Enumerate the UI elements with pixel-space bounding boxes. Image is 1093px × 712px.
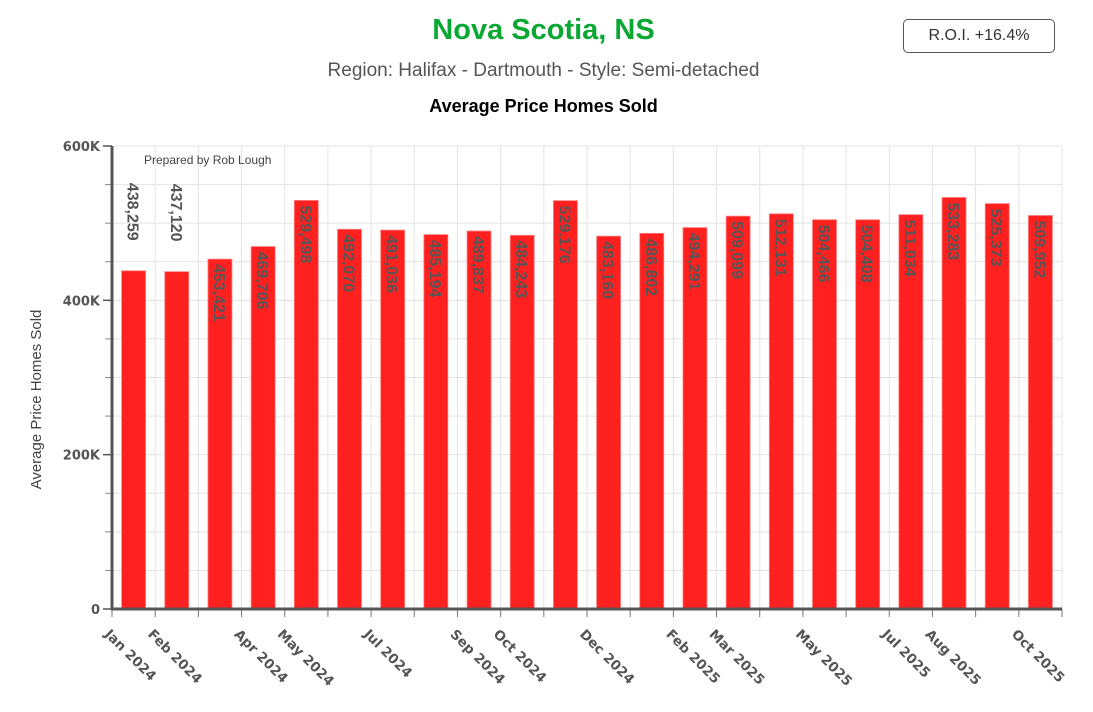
page-title: Nova Scotia, NS: [432, 14, 655, 46]
bar-value-label: 512,131: [771, 219, 788, 277]
bar-value-label: 529,498: [296, 205, 313, 263]
y-tick-label: 0: [91, 603, 100, 618]
x-tick-label: Dec 2024: [576, 627, 637, 688]
bar: [423, 234, 449, 610]
bar: [1028, 215, 1053, 610]
bar-value-label: 438,259: [124, 183, 141, 241]
y-tick-label: 200K: [63, 449, 101, 464]
bar: [639, 232, 665, 610]
bar-value-label: 437,120: [167, 184, 184, 242]
chart-title: Average Price Homes Sold: [429, 96, 658, 116]
bar: [250, 246, 276, 610]
bar-value-label: 483,160: [599, 241, 616, 299]
page-subtitle: Region: Halifax - Dartmouth - Style: Sem…: [327, 60, 760, 81]
bar-value-label: 504,408: [858, 225, 875, 283]
roi-badge: R.O.I. +16.4%: [903, 19, 1055, 53]
bar: [553, 200, 578, 610]
bar: [596, 235, 621, 610]
bar: [207, 258, 233, 610]
x-tick-label: Aug 2025: [922, 627, 984, 689]
bar-value-label: 453,421: [210, 264, 227, 322]
bar-value-label: 525,373: [987, 209, 1004, 267]
y-tick-label: 400K: [63, 294, 101, 309]
bar: [682, 227, 708, 610]
bar-value-label: 509,952: [1030, 220, 1047, 278]
bar: [293, 200, 319, 610]
y-tick-label: 600K: [63, 140, 101, 155]
x-tick-label: Jul 2024: [360, 626, 416, 682]
bar-value-label: 492,070: [340, 234, 357, 292]
x-tick-label: Oct 2025: [1008, 627, 1068, 687]
prepared-by-annotation: Prepared by Rob Lough: [144, 153, 271, 167]
y-axis-title: Average Price Homes Sold: [28, 310, 45, 490]
bar-value-label: 533,283: [944, 202, 961, 260]
bar: [855, 219, 881, 610]
bar-value-label: 485,194: [426, 240, 443, 298]
bar-value-label: 486,802: [642, 238, 659, 296]
bar: [164, 271, 190, 610]
bar: [509, 234, 535, 610]
bar: [121, 270, 146, 610]
bar: [466, 230, 492, 610]
bar: [984, 203, 1010, 610]
bar: [812, 219, 837, 610]
bar: [380, 229, 406, 610]
bar: [337, 228, 362, 610]
bar-value-label: 529,176: [555, 206, 572, 264]
bar-value-label: 504,466: [815, 225, 832, 283]
bar-value-label: 494,291: [685, 233, 702, 291]
bar: [898, 214, 924, 610]
bar-value-label: 484,243: [512, 240, 529, 298]
bar-value-label: 509,099: [728, 221, 745, 279]
x-tick-label: May 2025: [792, 627, 855, 690]
bar-value-label: 489,837: [469, 236, 486, 294]
bar-value-label: 469,706: [253, 252, 270, 310]
bar: [725, 215, 751, 610]
bar-value-label: 491,036: [383, 235, 400, 293]
bar-value-label: 511,034: [901, 220, 918, 277]
